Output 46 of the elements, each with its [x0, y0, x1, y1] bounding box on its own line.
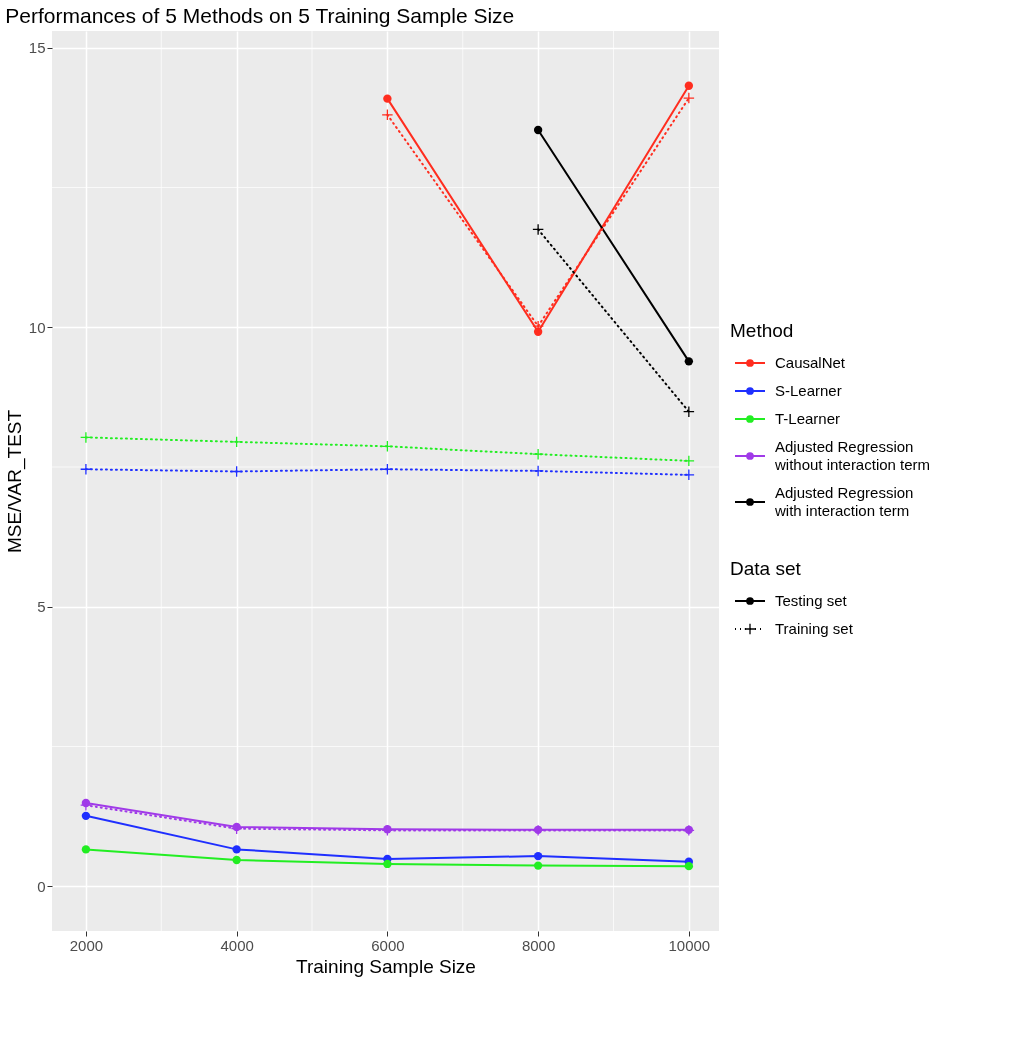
point: [684, 357, 694, 366]
text: Method: [730, 320, 794, 341]
x-tick-label: 10000: [668, 936, 711, 954]
point: [383, 94, 392, 103]
point: [80, 463, 92, 476]
point: [381, 108, 394, 121]
point: [533, 851, 543, 861]
legend-label: S-Learner: [775, 382, 842, 399]
y-tick-label: 5: [37, 598, 46, 616]
point: [532, 448, 545, 461]
point: [232, 845, 241, 854]
point: [383, 859, 392, 869]
point: [80, 431, 92, 444]
point: [81, 845, 91, 854]
point: [682, 454, 695, 467]
chart-title: Performances of 5 Methods on 5 Training Sample Size: [5, 3, 515, 27]
y-tick-label: 10: [28, 318, 46, 336]
y-axis-title: MSE/VAR_TEST: [3, 409, 26, 554]
point: [81, 811, 91, 821]
point: [532, 223, 545, 236]
x-tick-label: 4000: [220, 936, 254, 954]
legend-label: T-Learner: [775, 410, 841, 427]
point: [381, 463, 394, 476]
point: [682, 92, 695, 104]
x-tick-label: 6000: [371, 936, 405, 954]
legend-label: CausalNet: [775, 354, 846, 371]
point: [230, 465, 243, 478]
point: [684, 861, 694, 871]
legend-label: Adjusted Regression with interaction term: [774, 484, 914, 519]
text: Testing set: [775, 592, 848, 609]
x-tick-label: 8000: [521, 936, 556, 954]
text: Training set: [775, 620, 854, 637]
y-tick-label: 0: [37, 877, 46, 895]
legend-label: Adjusted Regression without interaction term: [774, 438, 931, 473]
point: [682, 405, 695, 418]
x-tick-label: 2000: [69, 936, 104, 954]
point: [532, 465, 545, 477]
point: [232, 855, 241, 865]
x-axis-title: Training Sample Size: [296, 955, 476, 977]
point: [682, 468, 695, 481]
point: [533, 125, 543, 135]
point: [684, 81, 694, 90]
text: Data set: [730, 558, 801, 579]
y-tick-label: 15: [28, 39, 46, 57]
point: [533, 861, 543, 870]
point: [381, 440, 394, 453]
